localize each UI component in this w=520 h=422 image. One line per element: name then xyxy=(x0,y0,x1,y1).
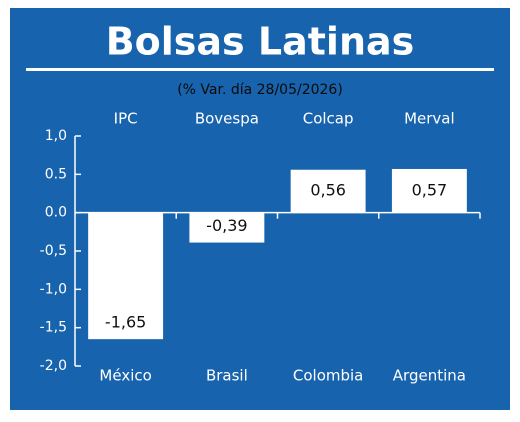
y-tick-label: -0,5 xyxy=(40,243,67,259)
country-label: Colombia xyxy=(293,367,364,385)
y-tick-label: -2,0 xyxy=(40,358,67,374)
country-label: Argentina xyxy=(393,367,466,385)
y-tick-label: 0.0 xyxy=(45,205,67,221)
value-label: -0,39 xyxy=(206,216,247,235)
bar xyxy=(189,212,265,243)
country-label: México xyxy=(99,367,151,385)
country-label: Brasil xyxy=(206,367,248,385)
y-tick-label: 1,0 xyxy=(45,128,67,144)
chart-subtitle: (% Var. día 28/05/2026) xyxy=(177,82,343,98)
category-label: Colcap xyxy=(303,110,354,128)
category-label: IPC xyxy=(114,110,138,128)
y-tick-label: -1,0 xyxy=(40,281,67,297)
category-label: Bovespa xyxy=(195,110,259,128)
bar xyxy=(290,169,366,213)
bar xyxy=(88,212,164,340)
bar xyxy=(391,168,467,213)
category-label: Merval xyxy=(404,110,455,128)
title-rule xyxy=(26,68,494,71)
y-tick-label: 0.5 xyxy=(45,166,67,182)
value-label: 0,56 xyxy=(310,181,346,200)
value-label: -1,65 xyxy=(105,313,146,332)
chart-title: Bolsas Latinas xyxy=(106,20,415,64)
value-label: 0,57 xyxy=(412,180,448,199)
y-tick-label: -1,5 xyxy=(40,320,67,336)
